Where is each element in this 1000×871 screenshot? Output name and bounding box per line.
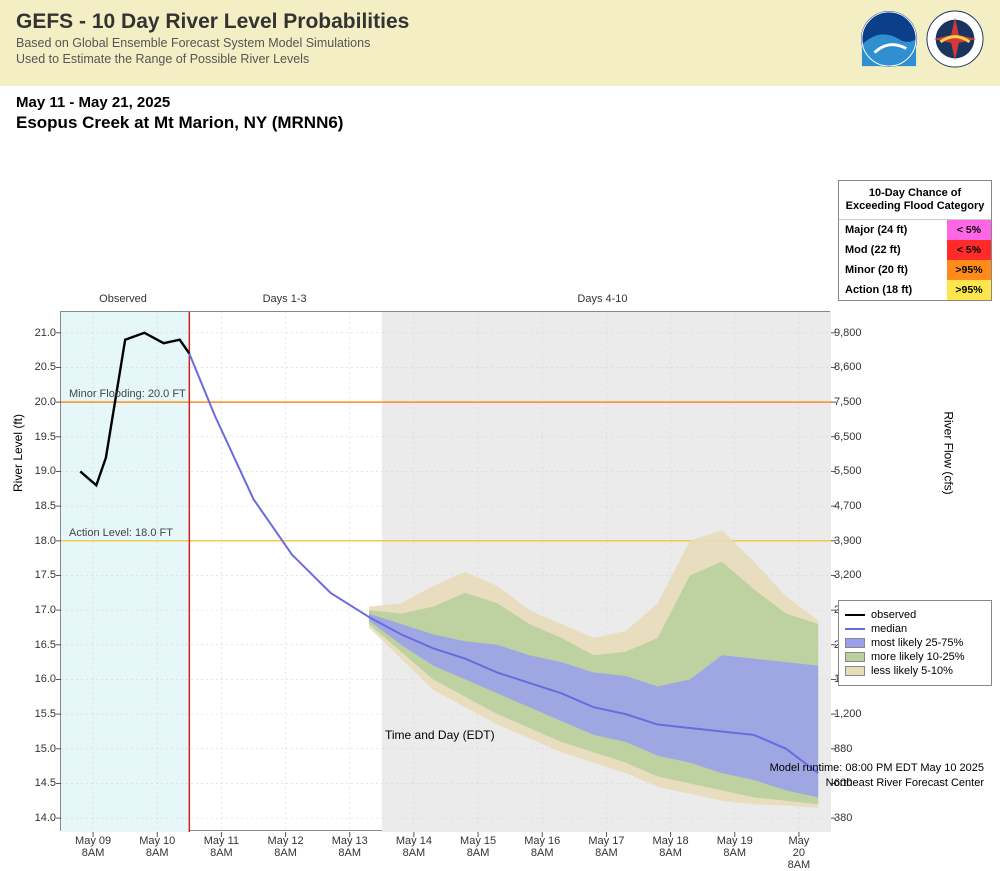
x-tick: May 168AM	[524, 835, 560, 859]
prob-row: Major (24 ft)< 5%	[839, 220, 991, 240]
y-left-tick: 16.5	[35, 639, 56, 651]
x-tick: May 198AM	[717, 835, 753, 859]
legend-label: median	[871, 623, 907, 635]
probability-table: 10-Day Chance of Exceeding Flood Categor…	[838, 180, 992, 301]
y-right-tick: 4,700	[834, 500, 862, 512]
x-tick: May 188AM	[653, 835, 689, 859]
y-left-tick: 14.5	[35, 777, 56, 789]
legend: observed median most likely 25-75% more lik…	[838, 600, 992, 686]
y-right-tick: 3,900	[834, 535, 862, 547]
legend-row: observed	[845, 609, 985, 621]
y-right-tick: 8,600	[834, 361, 862, 373]
prob-value: < 5%	[947, 220, 991, 240]
y-left-tick: 18.5	[35, 500, 56, 512]
x-tick: May 148AM	[396, 835, 432, 859]
nws-logo-icon	[926, 10, 984, 68]
legend-row: more likely 10-25%	[845, 651, 985, 663]
header-subtitle-1: Based on Global Ensemble Forecast System…	[16, 36, 984, 50]
legend-label: observed	[871, 609, 916, 621]
y-right-tick: 9,800	[834, 327, 862, 339]
y-right-tick: 880	[834, 743, 852, 755]
period-observed-label: Observed	[99, 293, 147, 305]
plot-area: Minor Flooding: 20.0 FT Action Level: 18.…	[60, 311, 830, 831]
x-axis-label: Time and Day (EDT)	[385, 728, 495, 742]
date-range: May 11 - May 21, 2025	[16, 94, 984, 111]
page-title: GEFS - 10 Day River Level Probabilities	[16, 10, 984, 34]
y-left-tick: 18.0	[35, 535, 56, 547]
model-runtime: Model runtime: 08:00 PM EDT May 10 2025	[770, 761, 984, 775]
legend-label: most likely 25-75%	[871, 637, 963, 649]
legend-row: most likely 25-75%	[845, 637, 985, 649]
y-left-tick: 17.5	[35, 569, 56, 581]
y-left-tick: 16.0	[35, 673, 56, 685]
y-right-tick: 6,500	[834, 431, 862, 443]
prob-table-title: 10-Day Chance of Exceeding Flood Categor…	[839, 181, 991, 220]
x-tick: May 098AM	[75, 835, 111, 859]
x-tick: May 138AM	[332, 835, 368, 859]
legend-row: less likely 5-10%	[845, 665, 985, 677]
noaa-logo-icon	[860, 10, 918, 68]
footer: Model runtime: 08:00 PM EDT May 10 2025 …	[770, 761, 984, 790]
y-left-tick: 20.5	[35, 361, 56, 373]
prob-row: Mod (22 ft)< 5%	[839, 240, 991, 260]
y-right-tick: 5,500	[834, 465, 862, 477]
prob-value: >95%	[947, 280, 991, 300]
x-tick: May 118AM	[204, 835, 239, 859]
location-title: Esopus Creek at Mt Marion, NY (MRNN6)	[16, 113, 984, 133]
legend-swatch	[845, 638, 865, 648]
legend-swatch	[845, 652, 865, 662]
legend-label: more likely 10-25%	[871, 651, 965, 663]
x-tick: May 208AM	[784, 835, 814, 871]
legend-swatch	[845, 614, 865, 616]
x-tick: May 178AM	[588, 835, 624, 859]
prob-value: < 5%	[947, 240, 991, 260]
y-left-tick: 14.0	[35, 812, 56, 824]
x-tick: May 108AM	[139, 835, 175, 859]
prob-label: Minor (20 ft)	[839, 260, 947, 280]
subheader: May 11 - May 21, 2025 Esopus Creek at Mt…	[0, 86, 1000, 133]
y-right-tick: 1,200	[834, 708, 862, 720]
agency-logos	[860, 10, 984, 68]
threshold-label: Action Level: 18.0 FT	[69, 527, 173, 539]
y-right-tick: 380	[834, 812, 852, 824]
y-axis-right-label: River Flow (cfs)	[941, 411, 955, 494]
period-days1-3-label: Days 1-3	[263, 293, 307, 305]
threshold-label: Minor Flooding: 20.0 FT	[69, 388, 186, 400]
prob-label: Action (18 ft)	[839, 280, 947, 300]
prob-row: Minor (20 ft)>95%	[839, 260, 991, 280]
x-tick: May 128AM	[268, 835, 304, 859]
y-left-tick: 15.5	[35, 708, 56, 720]
prob-value: >95%	[947, 260, 991, 280]
y-right-tick: 3,200	[834, 569, 862, 581]
legend-swatch	[845, 666, 865, 676]
period-days4-10-label: Days 4-10	[577, 293, 627, 305]
y-left-tick: 20.0	[35, 396, 56, 408]
y-left-tick: 19.0	[35, 465, 56, 477]
prob-label: Mod (22 ft)	[839, 240, 947, 260]
header-subtitle-2: Used to Estimate the Range of Possible R…	[16, 52, 984, 66]
y-left-tick: 19.5	[35, 431, 56, 443]
y-axis-left-label: River Level (ft)	[11, 414, 25, 492]
legend-label: less likely 5-10%	[871, 665, 953, 677]
legend-row: median	[845, 623, 985, 635]
header-band: GEFS - 10 Day River Level Probabilities …	[0, 0, 1000, 86]
x-tick: May 158AM	[460, 835, 496, 859]
forecast-center: Northeast River Forecast Center	[770, 776, 984, 790]
y-right-tick: 7,500	[834, 396, 862, 408]
prob-label: Major (24 ft)	[839, 220, 947, 240]
y-left-tick: 15.0	[35, 743, 56, 755]
y-left-tick: 17.0	[35, 604, 56, 616]
prob-row: Action (18 ft)>95%	[839, 280, 991, 300]
legend-swatch	[845, 628, 865, 630]
y-left-tick: 21.0	[35, 327, 56, 339]
